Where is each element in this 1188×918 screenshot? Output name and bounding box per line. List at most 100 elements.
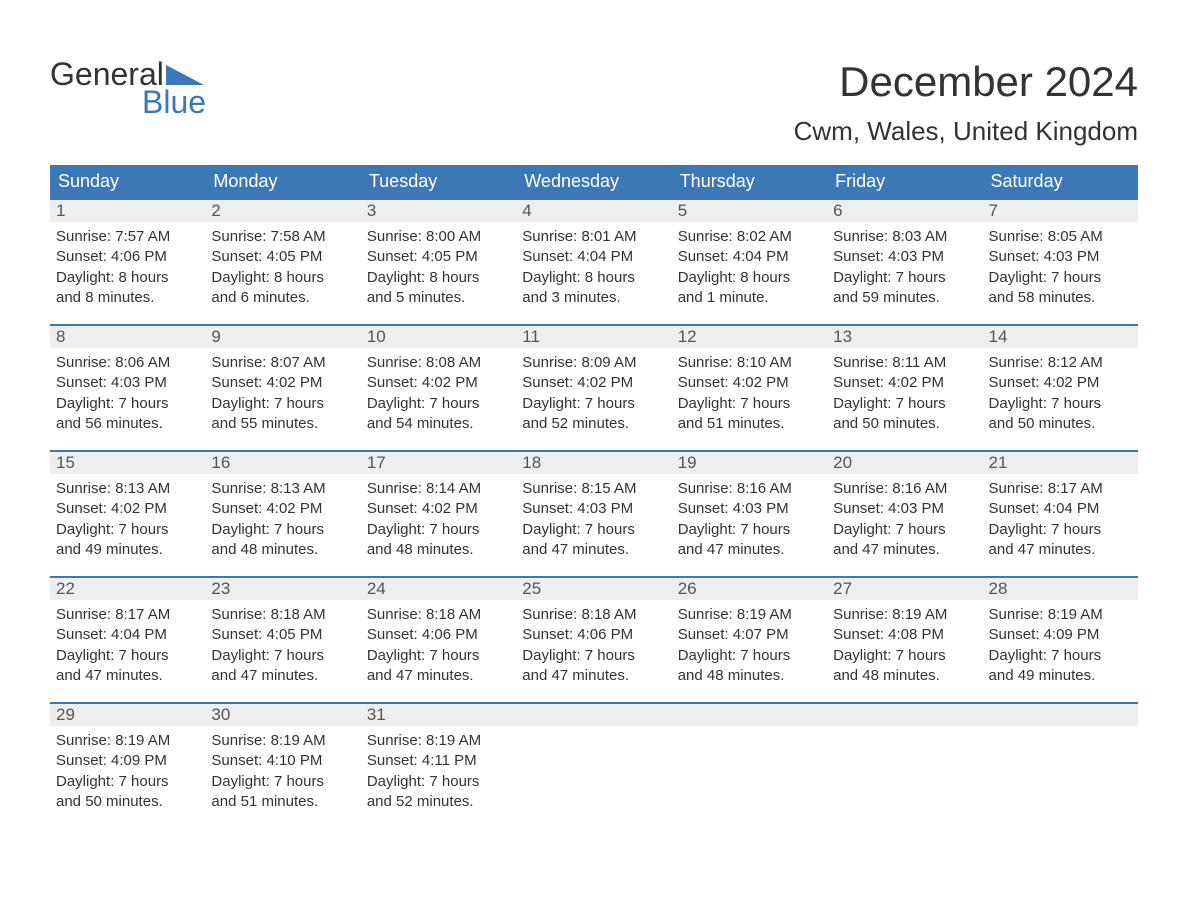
day-number: 13	[827, 326, 982, 348]
daylight-line-1: Daylight: 8 hours	[211, 268, 354, 288]
day-number: 6	[827, 200, 982, 222]
day-number: 7	[983, 200, 1138, 222]
sunrise-line: Sunrise: 8:18 AM	[211, 605, 354, 625]
week-row: 8Sunrise: 8:06 AMSunset: 4:03 PMDaylight…	[50, 324, 1138, 450]
day-number: 20	[827, 452, 982, 474]
calendar-cell: 1Sunrise: 7:57 AMSunset: 4:06 PMDaylight…	[50, 200, 205, 324]
day-header: Monday	[205, 165, 360, 198]
sunrise-line: Sunrise: 8:19 AM	[833, 605, 976, 625]
daylight-line-2: and 6 minutes.	[211, 288, 354, 308]
daylight-line-2: and 55 minutes.	[211, 414, 354, 434]
sunset-line: Sunset: 4:02 PM	[367, 499, 510, 519]
sunset-line: Sunset: 4:04 PM	[522, 247, 665, 267]
cell-body: Sunrise: 8:05 AMSunset: 4:03 PMDaylight:…	[983, 222, 1138, 316]
day-header: Sunday	[50, 165, 205, 198]
daylight-line-1: Daylight: 7 hours	[367, 394, 510, 414]
cell-body: Sunrise: 8:08 AMSunset: 4:02 PMDaylight:…	[361, 348, 516, 442]
daylight-line-2: and 1 minute.	[678, 288, 821, 308]
day-header: Saturday	[983, 165, 1138, 198]
sunset-line: Sunset: 4:05 PM	[211, 247, 354, 267]
cell-body: Sunrise: 7:57 AMSunset: 4:06 PMDaylight:…	[50, 222, 205, 316]
day-number	[516, 704, 671, 726]
day-number: 29	[50, 704, 205, 726]
daylight-line-1: Daylight: 7 hours	[989, 646, 1132, 666]
daylight-line-1: Daylight: 7 hours	[211, 772, 354, 792]
cell-body: Sunrise: 7:58 AMSunset: 4:05 PMDaylight:…	[205, 222, 360, 316]
calendar-cell: 17Sunrise: 8:14 AMSunset: 4:02 PMDayligh…	[361, 452, 516, 576]
day-number: 11	[516, 326, 671, 348]
sunset-line: Sunset: 4:04 PM	[56, 625, 199, 645]
calendar-cell: 29Sunrise: 8:19 AMSunset: 4:09 PMDayligh…	[50, 704, 205, 828]
daylight-line-1: Daylight: 7 hours	[833, 394, 976, 414]
daylight-line-2: and 47 minutes.	[522, 666, 665, 686]
sunset-line: Sunset: 4:03 PM	[989, 247, 1132, 267]
sunset-line: Sunset: 4:02 PM	[522, 373, 665, 393]
daylight-line-2: and 3 minutes.	[522, 288, 665, 308]
daylight-line-2: and 52 minutes.	[522, 414, 665, 434]
cell-body: Sunrise: 8:16 AMSunset: 4:03 PMDaylight:…	[672, 474, 827, 568]
calendar-cell: 23Sunrise: 8:18 AMSunset: 4:05 PMDayligh…	[205, 578, 360, 702]
daylight-line-2: and 5 minutes.	[367, 288, 510, 308]
sunrise-line: Sunrise: 8:09 AM	[522, 353, 665, 373]
daylight-line-1: Daylight: 7 hours	[56, 394, 199, 414]
daylight-line-1: Daylight: 8 hours	[56, 268, 199, 288]
sunset-line: Sunset: 4:02 PM	[367, 373, 510, 393]
daylight-line-1: Daylight: 7 hours	[56, 520, 199, 540]
day-number: 25	[516, 578, 671, 600]
calendar-cell: 30Sunrise: 8:19 AMSunset: 4:10 PMDayligh…	[205, 704, 360, 828]
daylight-line-2: and 47 minutes.	[211, 666, 354, 686]
sunrise-line: Sunrise: 8:06 AM	[56, 353, 199, 373]
daylight-line-2: and 47 minutes.	[367, 666, 510, 686]
day-header: Friday	[827, 165, 982, 198]
cell-body	[983, 726, 1138, 739]
daylight-line-2: and 59 minutes.	[833, 288, 976, 308]
day-header: Thursday	[672, 165, 827, 198]
calendar-cell: 11Sunrise: 8:09 AMSunset: 4:02 PMDayligh…	[516, 326, 671, 450]
calendar-cell: 24Sunrise: 8:18 AMSunset: 4:06 PMDayligh…	[361, 578, 516, 702]
calendar-cell: 3Sunrise: 8:00 AMSunset: 4:05 PMDaylight…	[361, 200, 516, 324]
cell-body: Sunrise: 8:19 AMSunset: 4:09 PMDaylight:…	[50, 726, 205, 820]
day-number: 31	[361, 704, 516, 726]
daylight-line-2: and 47 minutes.	[56, 666, 199, 686]
calendar-cell: 26Sunrise: 8:19 AMSunset: 4:07 PMDayligh…	[672, 578, 827, 702]
sunset-line: Sunset: 4:02 PM	[211, 373, 354, 393]
calendar-cell: 19Sunrise: 8:16 AMSunset: 4:03 PMDayligh…	[672, 452, 827, 576]
cell-body: Sunrise: 8:19 AMSunset: 4:10 PMDaylight:…	[205, 726, 360, 820]
day-number	[827, 704, 982, 726]
day-number: 23	[205, 578, 360, 600]
sunset-line: Sunset: 4:02 PM	[989, 373, 1132, 393]
calendar-cell: 5Sunrise: 8:02 AMSunset: 4:04 PMDaylight…	[672, 200, 827, 324]
day-number: 27	[827, 578, 982, 600]
sunrise-line: Sunrise: 8:19 AM	[56, 731, 199, 751]
day-number: 3	[361, 200, 516, 222]
cell-body: Sunrise: 8:13 AMSunset: 4:02 PMDaylight:…	[205, 474, 360, 568]
day-number: 16	[205, 452, 360, 474]
calendar-cell: 28Sunrise: 8:19 AMSunset: 4:09 PMDayligh…	[983, 578, 1138, 702]
day-number: 17	[361, 452, 516, 474]
week-row: 29Sunrise: 8:19 AMSunset: 4:09 PMDayligh…	[50, 702, 1138, 828]
cell-body: Sunrise: 8:12 AMSunset: 4:02 PMDaylight:…	[983, 348, 1138, 442]
day-number: 5	[672, 200, 827, 222]
day-number: 4	[516, 200, 671, 222]
calendar-cell: 4Sunrise: 8:01 AMSunset: 4:04 PMDaylight…	[516, 200, 671, 324]
sunset-line: Sunset: 4:06 PM	[522, 625, 665, 645]
calendar-cell: 22Sunrise: 8:17 AMSunset: 4:04 PMDayligh…	[50, 578, 205, 702]
daylight-line-2: and 50 minutes.	[989, 414, 1132, 434]
daylight-line-2: and 54 minutes.	[367, 414, 510, 434]
cell-body: Sunrise: 8:19 AMSunset: 4:07 PMDaylight:…	[672, 600, 827, 694]
sunset-line: Sunset: 4:11 PM	[367, 751, 510, 771]
daylight-line-2: and 47 minutes.	[989, 540, 1132, 560]
calendar-cell	[827, 704, 982, 828]
sunset-line: Sunset: 4:05 PM	[211, 625, 354, 645]
cell-body: Sunrise: 8:18 AMSunset: 4:05 PMDaylight:…	[205, 600, 360, 694]
sunrise-line: Sunrise: 8:19 AM	[211, 731, 354, 751]
calendar-cell: 21Sunrise: 8:17 AMSunset: 4:04 PMDayligh…	[983, 452, 1138, 576]
sunset-line: Sunset: 4:03 PM	[833, 499, 976, 519]
sunrise-line: Sunrise: 8:17 AM	[56, 605, 199, 625]
cell-body: Sunrise: 8:02 AMSunset: 4:04 PMDaylight:…	[672, 222, 827, 316]
calendar-cell: 8Sunrise: 8:06 AMSunset: 4:03 PMDaylight…	[50, 326, 205, 450]
sunrise-line: Sunrise: 8:19 AM	[367, 731, 510, 751]
sunset-line: Sunset: 4:06 PM	[56, 247, 199, 267]
calendar-cell: 7Sunrise: 8:05 AMSunset: 4:03 PMDaylight…	[983, 200, 1138, 324]
sunset-line: Sunset: 4:02 PM	[56, 499, 199, 519]
